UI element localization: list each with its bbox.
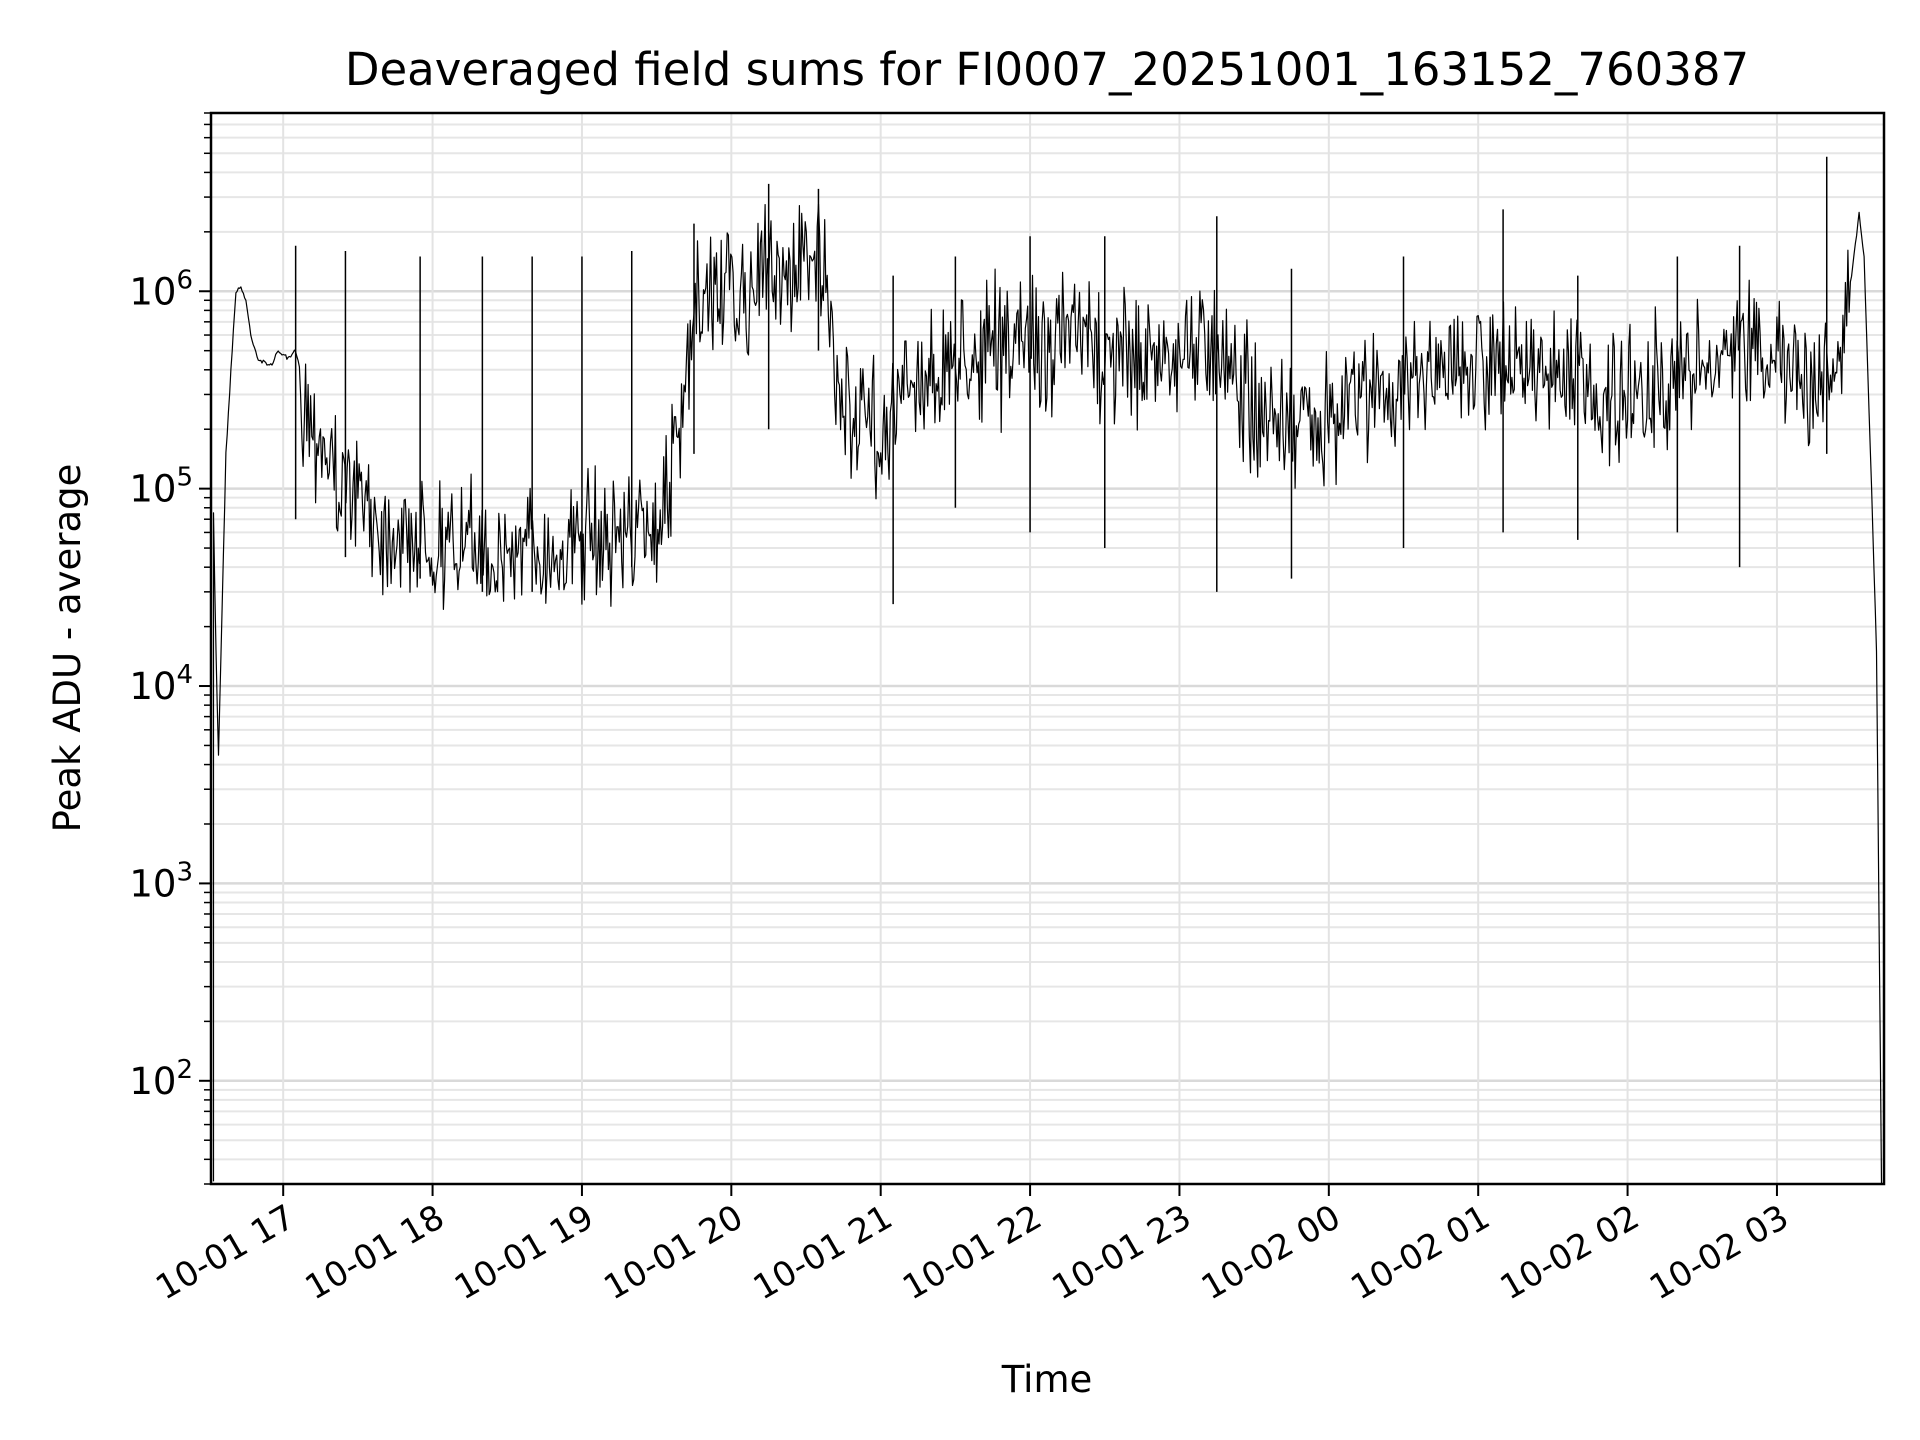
grid bbox=[211, 112, 1884, 1185]
data-series bbox=[212, 156, 1883, 1185]
y-tick-label: 106 bbox=[129, 265, 193, 313]
y-axis: 102 103 104 105 106 bbox=[129, 112, 211, 1185]
y-tick-label: 103 bbox=[129, 857, 193, 905]
y-tick-label: 105 bbox=[129, 463, 193, 511]
y-tick-label: 102 bbox=[129, 1055, 193, 1103]
x-axis-label: Time bbox=[1001, 1358, 1093, 1401]
series-line bbox=[212, 203, 1883, 1185]
y-tick-label: 104 bbox=[129, 660, 193, 708]
plot-frame bbox=[209, 111, 1886, 1186]
chart-title: Deaveraged field sums for FI0007_2025100… bbox=[345, 43, 1749, 96]
y-axis-label: Peak ADU - average bbox=[46, 464, 89, 833]
